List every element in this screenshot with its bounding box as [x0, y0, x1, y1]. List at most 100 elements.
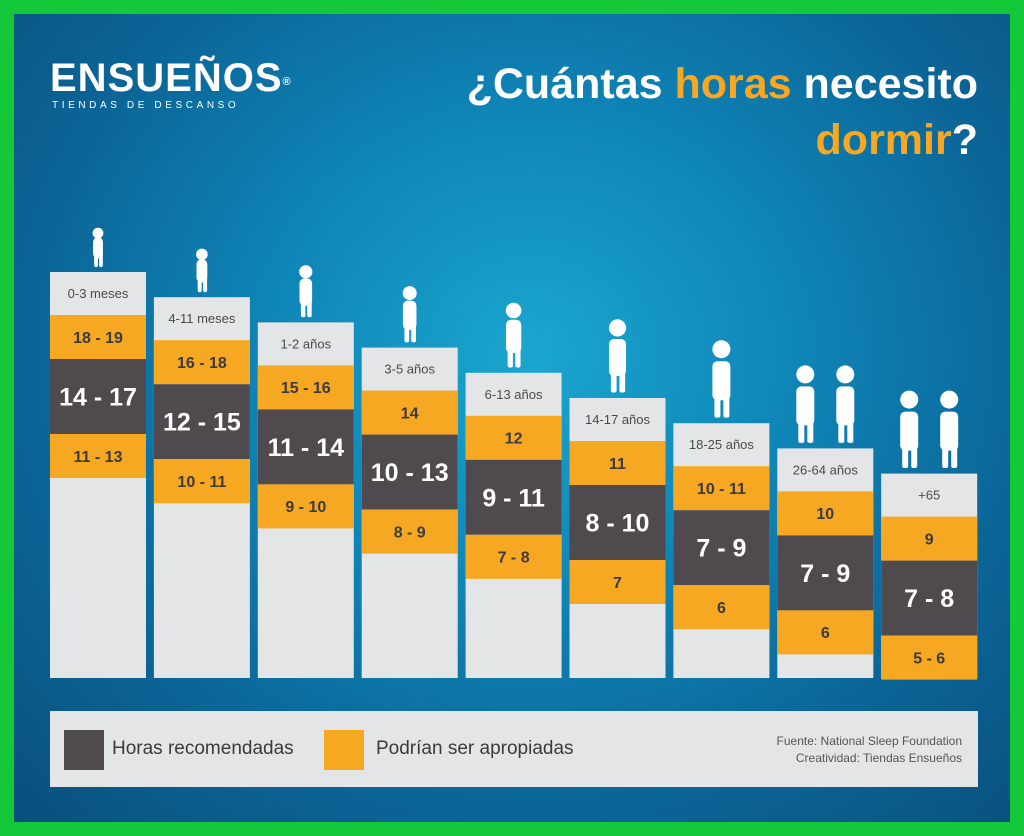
- toddler-icon: [299, 265, 313, 318]
- appropriate-hours-bar: [673, 466, 770, 511]
- icon-body: [196, 259, 208, 283]
- appropriate-hours-bar: [465, 534, 562, 579]
- icon-leg: [507, 345, 513, 368]
- legend: Horas recomendadas Podrían ser apropiada…: [50, 711, 978, 787]
- recommended-hours-bar: [50, 359, 146, 434]
- recommended-hours-label: 11 - 14: [268, 434, 345, 462]
- appropriate-hours-label: 10 - 11: [697, 481, 746, 498]
- icon-head: [608, 319, 627, 337]
- infographic-frame: ENSUEÑOS® TIENDAS DE DESCANSO ¿Cuántas h…: [14, 14, 1010, 822]
- source-credits: Fuente: National Sleep Foundation Creati…: [777, 733, 962, 767]
- appropriate-hours-label: 10: [816, 506, 834, 523]
- legend-swatch-appropriate: [324, 730, 364, 770]
- age-label: 6-13 años: [485, 387, 543, 402]
- appropriate-hours-label: 8 - 9: [394, 524, 426, 541]
- recommended-hours-label: 10 - 13: [371, 459, 449, 487]
- age-label: 14-17 años: [585, 412, 651, 427]
- young-adult-icon: [712, 340, 731, 418]
- age-label: +65: [918, 488, 940, 503]
- age-group-column: 6-13 años 12 9 - 11 7 - 8: [465, 372, 562, 678]
- icon-leg: [911, 442, 918, 469]
- age-group-column: 0-3 meses 18 - 19 14 - 17 11 - 13: [50, 272, 146, 678]
- credit-line: Creatividad: Tiendas Ensueños: [795, 751, 962, 765]
- appropriate-hours-label: 14: [401, 405, 419, 422]
- age-group-column: 18-25 años 10 - 11 7 - 9 6: [673, 423, 770, 678]
- sleep-hours-chart: 0-3 meses 18 - 19 14 - 17 11 - 13 4-11 meses…: [50, 227, 978, 680]
- age-group-column: 1-2 años 15 - 16 11 - 14 9 - 10: [257, 322, 354, 678]
- age-group-column: 14-17 años 11 8 - 10 7: [569, 398, 666, 678]
- legend-label-recommended: Horas recomendadas: [112, 738, 294, 759]
- recommended-hours-bar: [361, 434, 458, 510]
- appropriate-hours-bar: [257, 484, 354, 529]
- icon-leg: [902, 442, 909, 469]
- appropriate-hours-bar: [881, 516, 978, 561]
- icon-head: [92, 227, 104, 239]
- icon-body: [940, 411, 959, 451]
- icon-leg: [99, 252, 103, 268]
- icon-leg: [197, 276, 202, 293]
- recommended-hours-label: 8 - 10: [586, 510, 650, 538]
- icon-leg: [942, 442, 949, 469]
- appropriate-hours-bar: [569, 560, 666, 604]
- girl-icon: [505, 302, 522, 368]
- recommended-hours-bar: [153, 384, 250, 460]
- adult-couple-icon: [796, 365, 855, 443]
- appropriate-hours-bar: [361, 509, 458, 554]
- appropriate-hours-label: 9: [925, 531, 934, 548]
- icon-leg: [951, 442, 958, 469]
- legend-label-appropriate: Podrían ser apropiadas: [376, 738, 574, 759]
- brand-tagline: TIENDAS DE DESCANSO: [52, 100, 240, 111]
- brand-logo: ENSUEÑOS® TIENDAS DE DESCANSO: [50, 58, 292, 111]
- appropriate-hours-label: 7 - 8: [498, 550, 530, 567]
- icon-body: [402, 300, 417, 330]
- icon-leg: [411, 323, 416, 343]
- recommended-hours-label: 14 - 17: [59, 384, 137, 412]
- age-label: 0-3 meses: [68, 286, 129, 301]
- page-title: ¿Cuántas horas necesito dormir?: [466, 60, 978, 164]
- age-group-column: 3-5 años 14 10 - 13 8 - 9: [361, 347, 458, 678]
- icon-head: [796, 365, 815, 384]
- age-label: 26-64 años: [793, 462, 859, 477]
- icon-body: [608, 339, 627, 377]
- appropriate-hours-bar: [50, 434, 146, 478]
- recommended-hours-label: 7 - 8: [904, 585, 954, 613]
- icon-leg: [515, 345, 521, 368]
- child-icon: [402, 286, 417, 343]
- appropriate-hours-label: 6: [717, 600, 726, 617]
- age-label: 1-2 años: [281, 336, 332, 351]
- recommended-hours-bar: [465, 459, 562, 535]
- icon-leg: [300, 299, 306, 318]
- icon-leg: [610, 368, 617, 393]
- appropriate-hours-bar: [673, 585, 770, 630]
- icon-leg: [847, 417, 854, 443]
- icon-head: [940, 390, 959, 409]
- appropriate-hours-bar: [465, 415, 562, 460]
- legend-swatch-recommended: [64, 730, 104, 770]
- appropriate-hours-bar: [153, 459, 250, 504]
- icon-body: [836, 386, 855, 426]
- icon-leg: [723, 391, 730, 418]
- icon-head: [505, 302, 522, 319]
- brand-name: ENSUEÑOS®: [50, 56, 292, 100]
- icon-body: [299, 278, 313, 306]
- recommended-hours-label: 7 - 9: [800, 560, 850, 588]
- icon-leg: [714, 391, 721, 418]
- icon-head: [402, 286, 417, 301]
- appropriate-hours-bar: [257, 365, 354, 410]
- appropriate-hours-bar: [777, 610, 874, 655]
- recommended-hours-bar: [777, 535, 874, 611]
- source-line: Fuente: National Sleep Foundation: [776, 734, 962, 748]
- icon-body: [796, 386, 815, 426]
- appropriate-hours-label: 12: [505, 431, 523, 448]
- elderly-couple-icon: [900, 390, 959, 469]
- icon-head: [712, 340, 731, 359]
- appropriate-hours-label: 5 - 6: [913, 650, 945, 667]
- baby-icon: [92, 227, 104, 268]
- appropriate-hours-bar: [361, 390, 458, 435]
- appropriate-hours-bar: [569, 441, 666, 485]
- age-label: 3-5 años: [384, 362, 435, 377]
- appropriate-hours-label: 16 - 18: [177, 355, 227, 372]
- icon-body: [900, 411, 919, 451]
- skater-teen-icon: [608, 319, 627, 393]
- recommended-hours-bar: [673, 510, 770, 586]
